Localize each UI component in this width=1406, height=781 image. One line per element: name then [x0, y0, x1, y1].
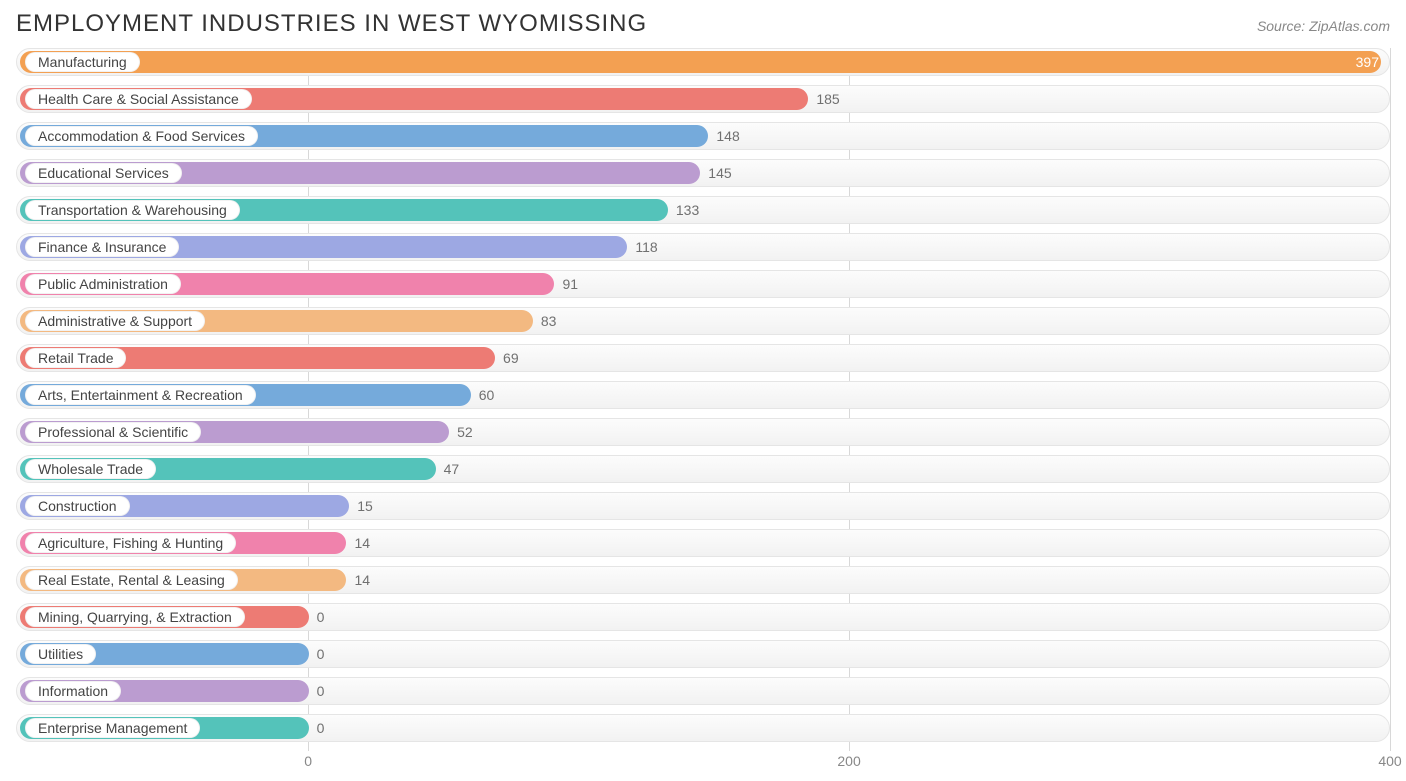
bar-category-label: Wholesale Trade [25, 459, 156, 479]
bar-row: Agriculture, Fishing & Hunting 14 [16, 529, 1390, 557]
bar-category-label: Agriculture, Fishing & Hunting [25, 533, 236, 553]
bar-category-label: Utilities [25, 644, 96, 664]
bar-category-label: Information [25, 681, 121, 701]
bar-category-label: Real Estate, Rental & Leasing [25, 570, 238, 590]
bar-category-label: Arts, Entertainment & Recreation [25, 385, 256, 405]
bar-row: Mining, Quarrying, & Extraction 0 [16, 603, 1390, 631]
bar-row: Information 0 [16, 677, 1390, 705]
bar-value-label: 60 [471, 382, 495, 408]
bar-value-label: 14 [346, 567, 370, 593]
bar-category-label: Retail Trade [25, 348, 126, 368]
axis-tick-label: 400 [1378, 753, 1401, 769]
bar-row: Enterprise Management 0 [16, 714, 1390, 742]
bar-category-label: Manufacturing [25, 52, 140, 72]
bar-value-label: 69 [495, 345, 519, 371]
bar-category-label: Finance & Insurance [25, 237, 179, 257]
chart-title: EMPLOYMENT INDUSTRIES IN WEST WYOMISSING [16, 10, 647, 38]
bar-row: Wholesale Trade 47 [16, 455, 1390, 483]
bar-row: Educational Services 145 [16, 159, 1390, 187]
bar-category-label: Mining, Quarrying, & Extraction [25, 607, 245, 627]
bar-value-label: 0 [309, 641, 325, 667]
bar-category-label: Construction [25, 496, 130, 516]
bar-value-label: 15 [349, 493, 373, 519]
bar-row: Utilities 0 [16, 640, 1390, 668]
bar-row: Administrative & Support 83 [16, 307, 1390, 335]
bar-value-label: 91 [554, 271, 578, 297]
bar-category-label: Educational Services [25, 163, 182, 183]
bar-value-label: 52 [449, 419, 473, 445]
bar-value-label: 0 [309, 604, 325, 630]
bar-value-label: 0 [309, 678, 325, 704]
bar-row: Real Estate, Rental & Leasing 14 [16, 566, 1390, 594]
bar-category-label: Accommodation & Food Services [25, 126, 258, 146]
bar-chart: Manufacturing 397 Health Care & Social Ass… [16, 48, 1390, 771]
bar-value-label: 47 [436, 456, 460, 482]
bar-value-label: 185 [808, 86, 839, 112]
bar-category-label: Administrative & Support [25, 311, 205, 331]
axis-tick-label: 0 [304, 753, 312, 769]
bar-row: Transportation & Warehousing 133 [16, 196, 1390, 224]
bar-row: Arts, Entertainment & Recreation 60 [16, 381, 1390, 409]
bar-row: Public Administration 91 [16, 270, 1390, 298]
grid-line [1390, 48, 1391, 751]
bar-row: Professional & Scientific 52 [16, 418, 1390, 446]
bar-row: Health Care & Social Assistance 185 [16, 85, 1390, 113]
bar-category-label: Professional & Scientific [25, 422, 201, 442]
bar-row: Finance & Insurance 118 [16, 233, 1390, 261]
bar-value-label: 397 [1356, 49, 1379, 75]
axis-tick-label: 200 [837, 753, 860, 769]
chart-source: Source: ZipAtlas.com [1257, 18, 1390, 34]
bar-value-label: 118 [627, 234, 657, 260]
bar-category-label: Public Administration [25, 274, 181, 294]
bar-value-label: 148 [708, 123, 739, 149]
bar-value-label: 133 [668, 197, 699, 223]
bar-row: Accommodation & Food Services 148 [16, 122, 1390, 150]
bar-category-label: Enterprise Management [25, 718, 200, 738]
bar-row: Manufacturing 397 [16, 48, 1390, 76]
bar-value-label: 145 [700, 160, 731, 186]
bar-row: Construction 15 [16, 492, 1390, 520]
bar-category-label: Transportation & Warehousing [25, 200, 240, 220]
bar-fill [20, 51, 1381, 73]
bar-category-label: Health Care & Social Assistance [25, 89, 252, 109]
bar-row: Retail Trade 69 [16, 344, 1390, 372]
bar-value-label: 83 [533, 308, 557, 334]
bar-value-label: 14 [346, 530, 370, 556]
bar-value-label: 0 [309, 715, 325, 741]
